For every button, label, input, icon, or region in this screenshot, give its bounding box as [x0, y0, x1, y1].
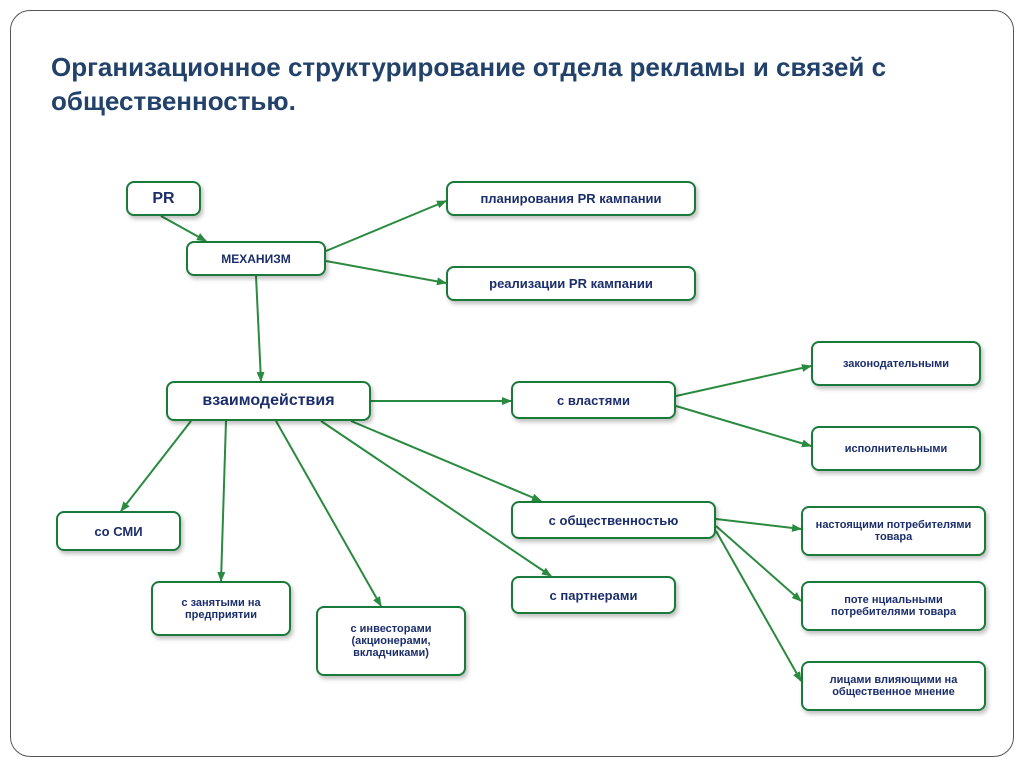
slide-frame: Организационное структурирование отдела …: [10, 10, 1014, 757]
node-potentialcons: поте нциальными потребителями товара: [801, 581, 986, 631]
edge-public-to-influencers: [716, 531, 801, 681]
node-executive: исполнительными: [811, 426, 981, 471]
edge-interact-to-investors: [276, 421, 381, 606]
node-pr: PR: [126, 181, 201, 216]
edge-authorities-to-legislative: [676, 366, 811, 396]
node-smi: со СМИ: [56, 511, 181, 551]
node-plan: планирования PR кампании: [446, 181, 696, 216]
node-public: с общественностью: [511, 501, 716, 539]
edge-mechanism-to-real: [326, 261, 446, 283]
node-authorities: с властями: [511, 381, 676, 419]
node-real: реализации PR кампании: [446, 266, 696, 301]
node-investors: с инвесторами (акционерами, вкладчиками): [316, 606, 466, 676]
node-influencers: лицами влияющими на общественное мнение: [801, 661, 986, 711]
node-currentcons: настоящими потребителями товара: [801, 506, 986, 556]
slide-title: Организационное структурирование отдела …: [51, 51, 973, 119]
edge-pr-to-mechanism: [161, 216, 206, 241]
node-partners: с партнерами: [511, 576, 676, 614]
node-interact: взаимодействия: [166, 381, 371, 421]
edge-interact-to-employees: [221, 421, 226, 581]
edge-public-to-currentcons: [716, 519, 801, 529]
edge-interact-to-public: [351, 421, 541, 501]
node-legislative: законодательными: [811, 341, 981, 386]
edge-authorities-to-executive: [676, 406, 811, 446]
edge-mechanism-to-plan: [326, 201, 446, 251]
node-mechanism: МЕХАНИЗМ: [186, 241, 326, 276]
node-employees: с занятыми на предприятии: [151, 581, 291, 636]
edge-interact-to-partners: [321, 421, 551, 576]
edge-mechanism-to-interact: [256, 276, 261, 381]
edge-public-to-potentialcons: [716, 526, 801, 601]
edge-interact-to-smi: [121, 421, 191, 511]
